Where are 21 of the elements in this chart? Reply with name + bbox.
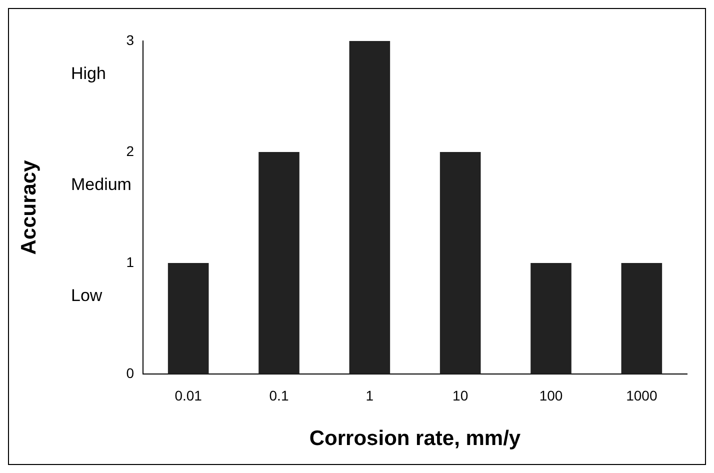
x-axis-title: Corrosion rate, mm/y [309,427,521,450]
bar [530,263,572,374]
x-tick-label: 1 [366,387,374,404]
y-tick-label: 3 [126,32,134,48]
text: Low [71,286,103,305]
bar [349,41,390,374]
y-tick-label: 2 [126,142,134,159]
bar [440,152,481,374]
bar [258,152,300,374]
bar [168,263,209,374]
text: High [71,64,106,83]
y-axis-title: Accuracy [17,160,40,255]
x-tick-label: 10 [452,387,468,404]
y-tick-label: 1 [126,254,134,270]
x-tick-label: 1000 [626,387,658,404]
x-tick-label: 100 [539,387,563,404]
text: Medium [71,174,132,194]
y-tick-label: 0 [126,364,134,381]
bar [621,263,662,374]
x-tick-label: 0.01 [174,387,202,404]
x-tick-label: 0.1 [269,387,289,404]
